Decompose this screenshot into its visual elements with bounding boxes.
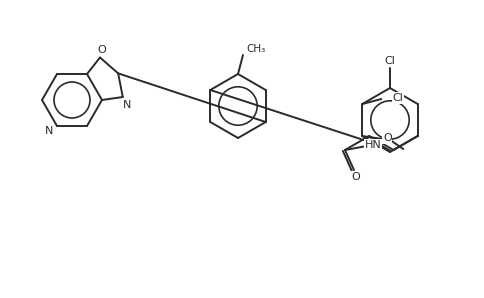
Text: N: N	[45, 126, 53, 136]
Text: CH₃: CH₃	[246, 44, 265, 54]
Text: Cl: Cl	[385, 56, 395, 66]
Text: O: O	[351, 172, 361, 182]
Text: O: O	[383, 133, 392, 143]
Text: O: O	[98, 44, 106, 55]
Text: Cl: Cl	[393, 93, 403, 103]
Text: N: N	[122, 100, 131, 110]
Text: HN: HN	[364, 140, 381, 150]
